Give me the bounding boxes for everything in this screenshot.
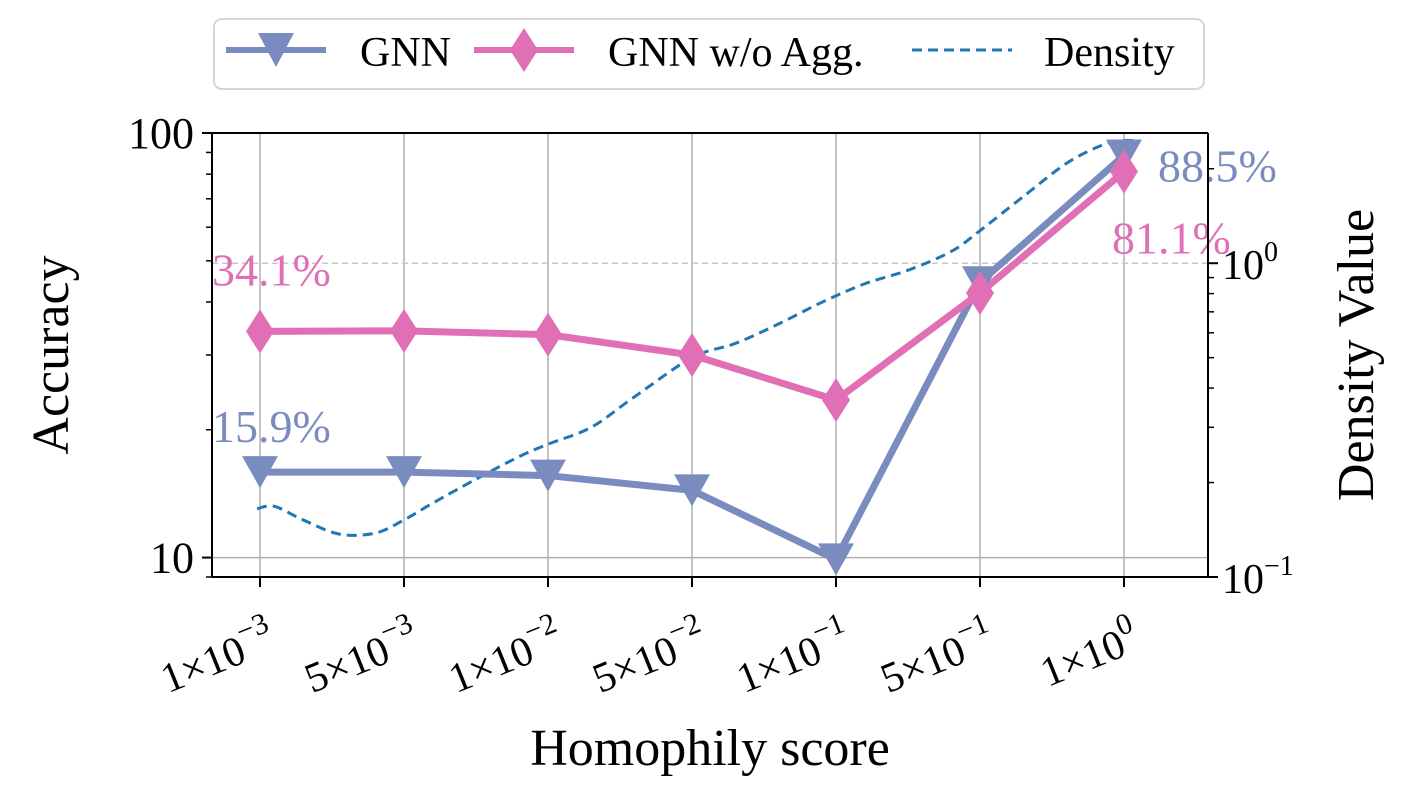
y-tick-label-1: 100 — [128, 109, 194, 158]
x-tick-label-2: 1×10−2 — [439, 606, 570, 702]
data-label-gnn-0: 15.9% — [212, 401, 331, 452]
gnn-no-agg-point-0 — [246, 309, 274, 354]
x-tick-label-6: 1×100 — [1030, 606, 1145, 696]
legend-entry-gnn-no-agg: GNN w/o Agg. — [474, 28, 864, 76]
gnn-point-4 — [818, 543, 854, 576]
gnn-no-agg-point-3 — [678, 333, 706, 377]
x-tick-label-0: 1×10−3 — [151, 606, 282, 702]
gnn-no-agg-point-5 — [966, 270, 994, 315]
gnn-no-agg-point-4 — [822, 378, 850, 423]
grid-lines — [212, 132, 1208, 577]
data-labels: 15.9% 88.5% 34.1% 81.1% — [212, 141, 1277, 453]
x-tick-label-3: 5×10−2 — [583, 606, 714, 702]
gnn-point-0 — [242, 456, 278, 489]
y2-axis-title: Density Value — [1328, 209, 1385, 501]
y-axis-title: Accuracy — [23, 255, 80, 454]
legend: GNN GNN w/o Agg. Density — [213, 18, 1205, 90]
data-label-gnn_no_agg-6: 81.1% — [1112, 213, 1231, 264]
x-tick-label-1: 5×10−3 — [295, 606, 426, 702]
y2-tick-label-0: 10−1 — [1222, 551, 1294, 603]
gnn-no-agg-point-2 — [534, 312, 562, 357]
x-axis-title: Homophily score — [530, 720, 890, 777]
gnn-no-agg-point-1 — [390, 308, 418, 353]
legend-label-density: Density — [1044, 30, 1175, 76]
data-label-gnn_no_agg-0: 34.1% — [212, 244, 331, 295]
gnn-no-agg-point-6 — [1110, 149, 1138, 194]
gnn-point-3 — [674, 474, 710, 507]
legend-marker-gnn — [258, 33, 294, 67]
legend-entry-gnn: GNN — [226, 30, 451, 76]
y2-tick-label-1: 100 — [1222, 237, 1278, 289]
legend-frame — [213, 18, 1205, 90]
data-label-gnn-6: 88.5% — [1158, 141, 1277, 192]
legend-entry-density: Density — [912, 30, 1175, 76]
legend-marker-gnn-no-agg — [510, 28, 538, 72]
legend-label-gnn: GNN — [360, 30, 451, 76]
gnn-point-2 — [530, 459, 566, 492]
gnn-point-1 — [386, 456, 422, 489]
y-tick-label-0: 10 — [150, 534, 194, 583]
legend-label-gnn-no-agg: GNN w/o Agg. — [608, 30, 864, 76]
x-tick-label-5: 5×10−1 — [871, 606, 1002, 702]
x-tick-label-4: 1×10−1 — [727, 606, 858, 702]
markers-gnn-no-agg — [246, 149, 1138, 423]
